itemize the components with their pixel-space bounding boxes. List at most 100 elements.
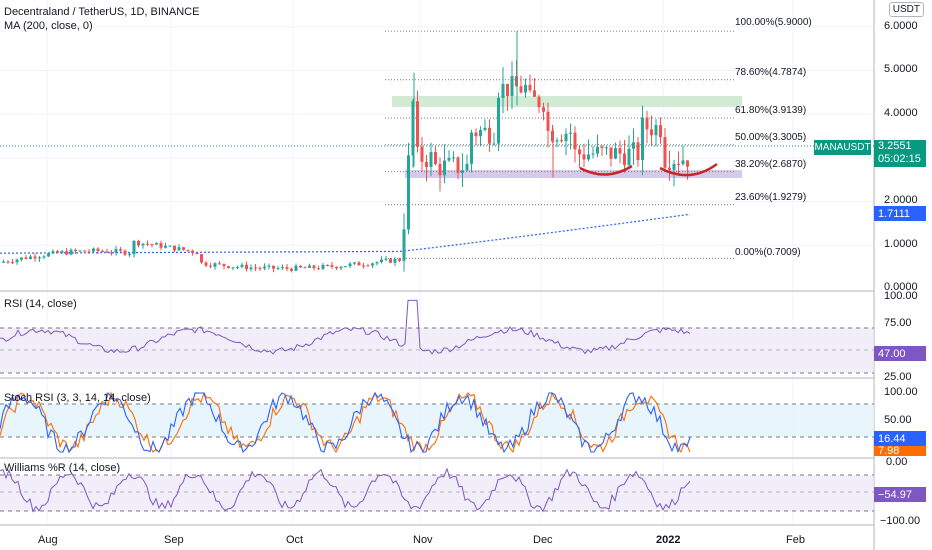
candle-body bbox=[672, 163, 676, 170]
rsi-line bbox=[0, 299, 691, 355]
ma-value-badge: 1.7111 bbox=[874, 206, 926, 221]
candle-body bbox=[614, 148, 617, 159]
last-price-value: 3.2551 bbox=[878, 140, 912, 152]
candle-body bbox=[344, 266, 347, 268]
candle-body bbox=[681, 160, 685, 165]
candle-body bbox=[56, 251, 59, 253]
candle-body bbox=[195, 252, 199, 255]
stoch-tick: 50.00 bbox=[884, 414, 912, 426]
candle-body bbox=[141, 243, 145, 246]
grid-lines bbox=[0, 0, 874, 525]
candle-body bbox=[146, 243, 149, 245]
candle-body bbox=[492, 143, 496, 145]
candle-body bbox=[438, 163, 442, 176]
candle-body bbox=[218, 263, 221, 265]
williams-legend[interactable]: Williams %R (14, close) bbox=[4, 462, 121, 474]
rsi-tick: 25.00 bbox=[884, 371, 912, 383]
stoch-k-line bbox=[0, 391, 691, 454]
stoch-k-badge: 16.44 bbox=[874, 431, 926, 446]
candle-body bbox=[42, 256, 46, 258]
candle-body bbox=[326, 265, 329, 267]
rsi-tick: 100.00 bbox=[884, 290, 918, 302]
candle-body bbox=[483, 127, 487, 131]
candle-body bbox=[380, 259, 383, 263]
candle-body bbox=[429, 152, 433, 167]
candle-body bbox=[15, 259, 19, 263]
candle-body bbox=[389, 258, 392, 263]
candle-body bbox=[555, 140, 559, 142]
candle-body bbox=[546, 111, 550, 131]
candle-body bbox=[371, 263, 374, 266]
candle-body bbox=[150, 244, 154, 246]
candle-body bbox=[164, 245, 167, 248]
candle-body bbox=[2, 261, 5, 263]
chart-title[interactable]: Decentraland / TetherUS, 1D, BINANCE bbox=[4, 6, 200, 18]
candle-body bbox=[618, 148, 622, 154]
candle-body bbox=[623, 153, 626, 166]
candle-body bbox=[290, 268, 293, 271]
price-tick: 1.0000 bbox=[884, 238, 918, 250]
rsi-tick: 75.00 bbox=[884, 317, 912, 329]
fib-label: 23.60%(1.9279) bbox=[735, 192, 807, 203]
candle-body bbox=[200, 254, 203, 263]
ma-200-line bbox=[0, 213, 691, 254]
candle-body bbox=[177, 247, 181, 251]
candle-body bbox=[299, 265, 302, 268]
candle-body bbox=[321, 265, 325, 269]
last-price-badge[interactable]: 3.2551 05:02:15 bbox=[874, 140, 926, 167]
ma-legend[interactable]: MA (200, close, 0) bbox=[4, 20, 93, 32]
candle-body bbox=[533, 90, 536, 97]
candle-body bbox=[560, 140, 563, 142]
candle-body bbox=[240, 264, 244, 267]
candle-body bbox=[128, 254, 131, 256]
williams-tick: −100.00 bbox=[880, 515, 921, 527]
candle-body bbox=[632, 142, 635, 149]
candle-body bbox=[447, 157, 451, 161]
candle-body bbox=[92, 248, 95, 252]
candle-body bbox=[137, 240, 140, 246]
candle-body bbox=[155, 243, 158, 245]
symbol-badge[interactable]: MANAUSDT bbox=[814, 140, 871, 155]
candle-body bbox=[6, 261, 10, 263]
candle-body bbox=[168, 245, 172, 247]
candle-body bbox=[348, 263, 352, 267]
fib-label: 0.00%(0.7009) bbox=[735, 247, 801, 258]
candle-body bbox=[407, 155, 410, 230]
candle-body bbox=[101, 251, 104, 253]
time-tick: Oct bbox=[286, 534, 304, 546]
candle-body bbox=[330, 265, 334, 267]
candle-body bbox=[236, 266, 239, 268]
candle-body bbox=[47, 253, 50, 257]
candle-body bbox=[308, 265, 311, 268]
candle-body bbox=[209, 265, 212, 267]
candle-body bbox=[285, 267, 289, 269]
candle-body bbox=[596, 146, 599, 154]
candle-body bbox=[627, 148, 631, 166]
candle-body bbox=[317, 268, 320, 270]
stoch-legend[interactable]: Stoch RSI (3, 3, 14, 14, close) bbox=[4, 392, 151, 404]
candle-body bbox=[384, 258, 388, 260]
candle-body bbox=[461, 170, 464, 173]
candle-body bbox=[159, 243, 163, 248]
fib-lines bbox=[385, 30, 735, 259]
candle-body bbox=[357, 262, 361, 266]
candle-body bbox=[60, 251, 64, 253]
rsi-legend[interactable]: RSI (14, close) bbox=[4, 298, 77, 310]
time-tick: Dec bbox=[533, 534, 553, 546]
price-tick: 0.0000 bbox=[884, 281, 918, 293]
candle-body bbox=[24, 257, 28, 259]
candle-body bbox=[254, 267, 257, 269]
price-tick: 4.0000 bbox=[884, 107, 918, 119]
candle-body bbox=[11, 262, 14, 264]
candle-body bbox=[33, 256, 37, 259]
fib-label: 50.00%(3.3005) bbox=[735, 132, 807, 143]
resistance-zone bbox=[392, 96, 742, 107]
currency-button[interactable]: USDT bbox=[888, 2, 924, 17]
candle-body bbox=[393, 258, 397, 263]
time-tick: Aug bbox=[38, 534, 58, 546]
candle-body bbox=[663, 137, 667, 168]
candle-body bbox=[366, 265, 370, 267]
candle-body bbox=[636, 142, 640, 161]
time-tick: Nov bbox=[413, 534, 433, 546]
